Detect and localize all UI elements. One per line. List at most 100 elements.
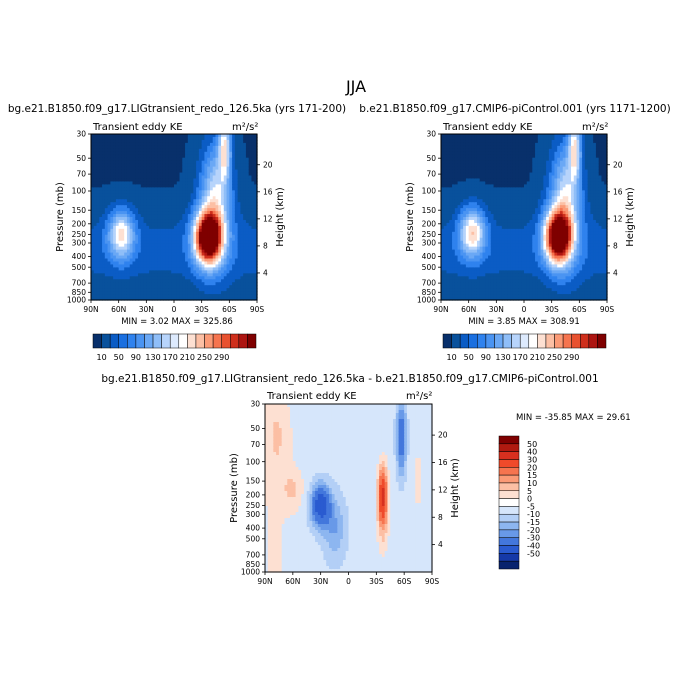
heatmap-cell — [118, 276, 123, 280]
heatmap-cell — [221, 273, 225, 277]
heatmap-cell — [99, 211, 103, 215]
heatmap-cell — [107, 169, 111, 174]
heatmap-cell — [207, 294, 211, 298]
heatmap-cell — [135, 175, 139, 180]
heatmap-cell — [124, 240, 128, 245]
heatmap-cell — [168, 190, 172, 194]
heatmap-cell — [229, 279, 233, 283]
heatmap-cell — [187, 178, 192, 183]
heatmap-cell — [113, 279, 117, 283]
heatmap-cell — [162, 142, 167, 147]
heatmap-cell — [118, 279, 123, 283]
heatmap-cell — [135, 166, 139, 171]
heatmap-cell — [121, 258, 125, 263]
heatmap-cell — [232, 222, 236, 227]
heatmap-cell — [154, 297, 158, 301]
heatmap-cell — [185, 297, 189, 301]
heatmap-cell — [135, 145, 139, 150]
heatmap-cell — [93, 214, 98, 218]
heatmap-cell — [135, 225, 139, 230]
heatmap-cell — [223, 264, 228, 268]
heatmap-cell — [232, 258, 236, 263]
heatmap-cell — [149, 294, 153, 298]
heatmap-cell — [204, 151, 208, 156]
heatmap-cell — [176, 154, 181, 159]
heatmap-cell — [91, 217, 95, 221]
heatmap-cell — [190, 276, 194, 280]
heatmap-cell — [146, 190, 150, 194]
heatmap-cell — [140, 187, 145, 191]
heatmap-cell — [138, 237, 142, 242]
heatmap-cell — [168, 291, 172, 295]
heatmap-cell — [176, 184, 181, 188]
heatmap-cell — [110, 291, 114, 295]
heatmap-cell — [107, 288, 111, 292]
heatmap-cell — [121, 142, 125, 147]
heatmap-cell — [126, 160, 131, 165]
heatmap-cell — [93, 252, 98, 257]
heatmap-cell — [187, 154, 192, 159]
heatmap-cell — [209, 145, 214, 150]
heatmap-cell — [174, 258, 178, 263]
heatmap-cell — [126, 273, 131, 277]
heatmap-cell — [104, 282, 109, 286]
heatmap-cell — [168, 240, 172, 245]
heatmap-cell — [160, 148, 164, 153]
heatmap-cell — [198, 273, 203, 277]
heatmap-cell — [93, 291, 98, 295]
y-tick-label: 100 — [72, 187, 87, 196]
heatmap-cell — [146, 267, 150, 271]
heatmap-cell — [229, 217, 233, 221]
heatmap-cell — [129, 199, 134, 203]
heatmap-cell — [212, 240, 217, 245]
heatmap-cell — [237, 160, 241, 165]
heatmap-cell — [198, 172, 203, 177]
heatmap-cell — [221, 285, 225, 289]
heatmap-cell — [187, 211, 192, 215]
heatmap-cell — [171, 291, 175, 295]
heatmap-cell — [157, 279, 161, 283]
heatmap-cell — [198, 267, 203, 271]
heatmap-cell — [201, 181, 206, 185]
heatmap-cell — [129, 219, 134, 224]
heatmap-cell — [124, 211, 128, 215]
heatmap-cell — [102, 157, 106, 162]
heatmap-cell — [110, 136, 114, 141]
heatmap-cell — [143, 237, 147, 242]
heatmap-cell — [107, 273, 111, 277]
heatmap-cell — [176, 196, 181, 200]
heatmap-cell — [223, 184, 228, 188]
heatmap-cell — [157, 270, 161, 274]
heatmap-cell — [113, 160, 117, 165]
heatmap-cell — [232, 151, 236, 156]
heatmap-cell — [218, 246, 222, 251]
heatmap-cell — [201, 246, 206, 251]
heatmap-cell — [176, 139, 181, 144]
heatmap-cell — [176, 273, 181, 277]
heatmap-cell — [174, 249, 178, 254]
heatmap-cell — [149, 279, 153, 283]
heatmap-cell — [193, 196, 197, 200]
heatmap-cell — [162, 163, 167, 168]
heatmap-cell — [221, 240, 225, 245]
heatmap-cell — [190, 258, 194, 263]
heatmap-cell — [218, 273, 222, 277]
heatmap-cell — [201, 136, 206, 141]
heatmap-cell — [96, 225, 100, 230]
heatmap-cell — [168, 228, 172, 233]
heatmap-cell — [207, 217, 211, 221]
heatmap-cell — [154, 225, 158, 230]
heatmap-cell — [176, 270, 181, 274]
heatmap-cell — [129, 291, 134, 295]
heatmap-cell — [113, 219, 117, 224]
heatmap-cell — [146, 279, 150, 283]
heatmap-cell — [149, 134, 153, 138]
heatmap-cell — [110, 163, 114, 168]
heatmap-cell — [102, 202, 106, 206]
heatmap-cell — [124, 181, 128, 185]
heatmap-cell — [91, 184, 95, 188]
heatmap-cell — [179, 160, 183, 165]
heatmap-cell — [132, 166, 136, 171]
heatmap-cell — [154, 145, 158, 150]
heatmap-cell — [149, 240, 153, 245]
